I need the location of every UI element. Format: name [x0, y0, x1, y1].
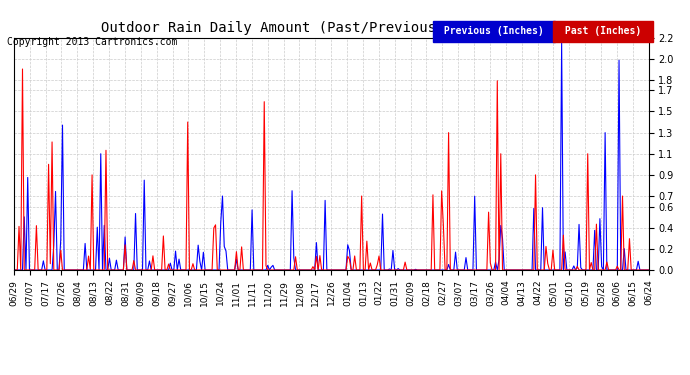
Past (Inches) [10, 268, 18, 272]
Previous (Inches) [140, 178, 148, 182]
Previous (Inches) [558, 40, 566, 45]
Past (Inches) [119, 268, 128, 272]
Previous (Inches) [644, 268, 653, 272]
Title: Outdoor Rain Daily Amount (Past/Previous Year) 20130629: Outdoor Rain Daily Amount (Past/Previous… [101, 21, 562, 35]
Text: Previous (Inches): Previous (Inches) [438, 26, 550, 36]
Past (Inches) [446, 268, 455, 272]
Previous (Inches) [72, 268, 81, 272]
Past (Inches) [19, 67, 27, 71]
Past (Inches) [142, 268, 150, 272]
Past (Inches) [74, 268, 82, 272]
Previous (Inches) [480, 268, 488, 272]
Previous (Inches) [444, 262, 453, 267]
Line: Previous (Inches): Previous (Inches) [14, 43, 649, 270]
Previous (Inches) [353, 268, 361, 272]
Previous (Inches) [117, 268, 126, 272]
Past (Inches) [644, 268, 653, 272]
Past (Inches) [354, 268, 362, 272]
Text: Copyright 2013 Cartronics.com: Copyright 2013 Cartronics.com [7, 37, 177, 47]
Past (Inches) [481, 268, 489, 272]
Line: Past (Inches): Past (Inches) [14, 69, 649, 270]
Text: Past (Inches): Past (Inches) [559, 26, 647, 36]
Previous (Inches) [10, 268, 18, 272]
